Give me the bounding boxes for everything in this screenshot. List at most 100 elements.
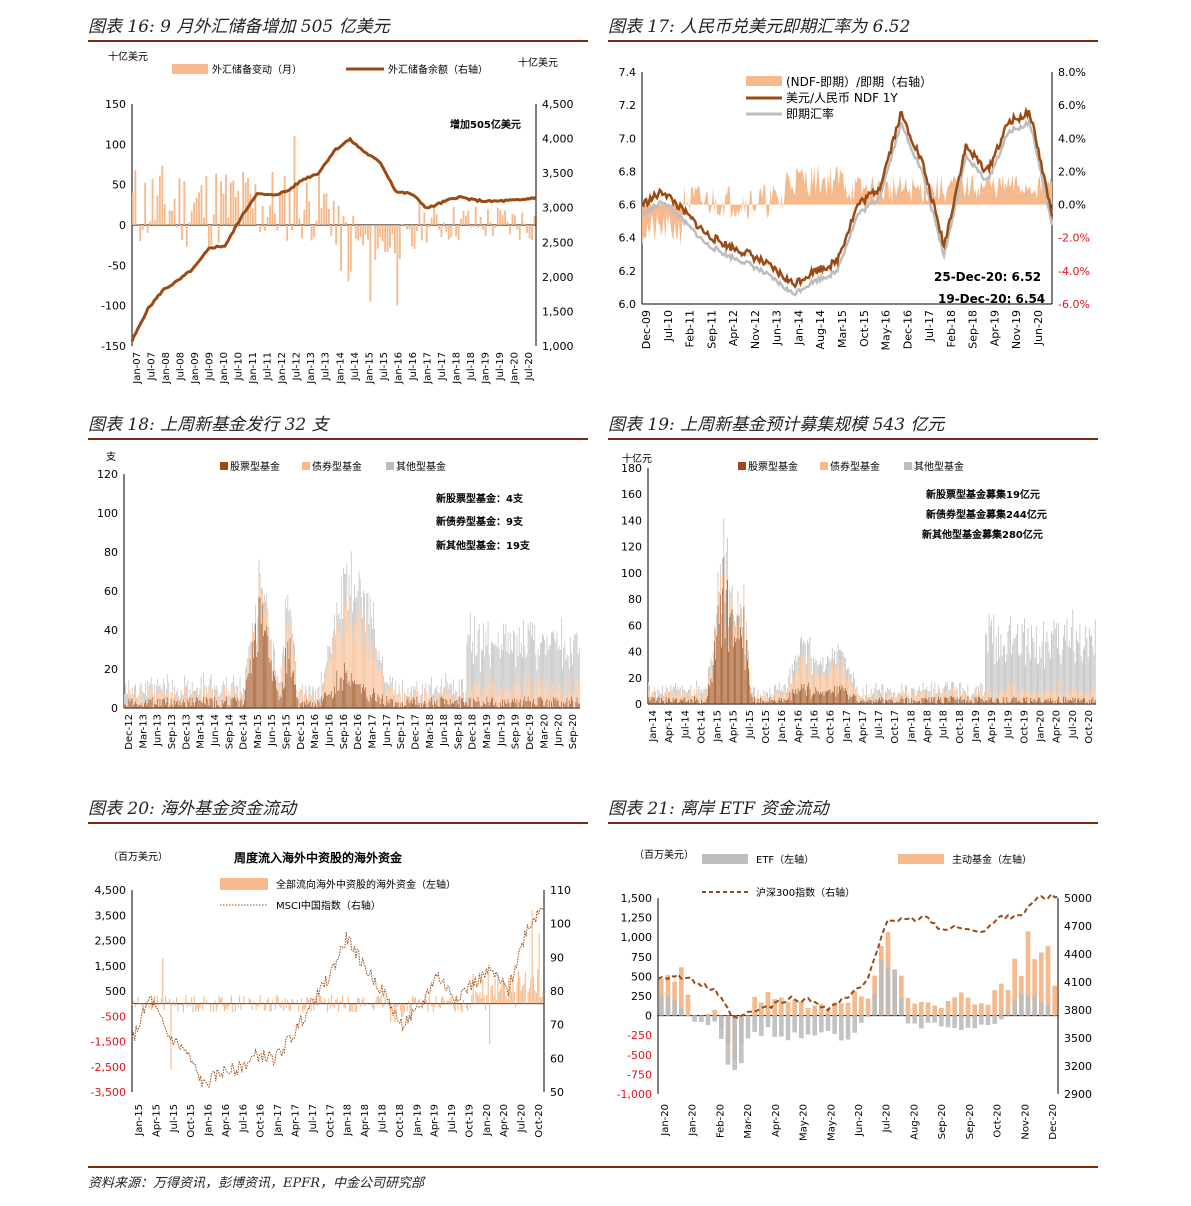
c18-bar-other xyxy=(501,644,502,687)
c16-xtick-12: Jan-13 xyxy=(306,352,317,385)
c18-bar-bond xyxy=(303,705,304,708)
c20-bar xyxy=(181,1003,183,1007)
c21-bar-active xyxy=(679,967,684,1016)
c19-bar-other xyxy=(655,691,656,700)
c20-bar xyxy=(298,1003,300,1012)
c18-bar-other xyxy=(526,653,528,698)
c18-bar-bond xyxy=(319,703,321,706)
c18-bar-stock xyxy=(527,696,529,708)
c18-bar-stock xyxy=(426,707,428,708)
c19-bar-bond xyxy=(744,660,746,671)
c20-bar xyxy=(380,995,382,1004)
c18-bar-bond xyxy=(561,680,562,702)
c20-bar xyxy=(435,996,437,1004)
c19-bar-bond xyxy=(838,670,840,687)
c20-bar xyxy=(269,1003,271,1012)
c16-bar xyxy=(283,175,286,225)
c17-xtick-12: Dec-16 xyxy=(901,310,914,349)
c19-bar-bond xyxy=(754,692,755,698)
c18-bar-bond xyxy=(469,677,471,699)
c19-bar-bond xyxy=(742,638,744,648)
c16-bar xyxy=(276,225,279,231)
c19-bar-stock xyxy=(907,703,909,704)
c19-bar-bond xyxy=(1005,694,1006,704)
c19-bar-bond xyxy=(1037,699,1038,701)
c19-bar-stock xyxy=(921,698,923,704)
c20-bar xyxy=(160,998,162,1004)
c18-bar-stock xyxy=(374,692,375,708)
c19-bar-bond xyxy=(650,696,652,700)
c19-bar-other xyxy=(717,572,719,587)
c20-bar xyxy=(375,1001,377,1004)
c21-bar-active xyxy=(839,1003,844,1016)
c18-bar-stock xyxy=(506,704,508,708)
c20-chart-title: 周度流入海外中资股的海外资金 xyxy=(234,850,403,865)
c18-bar-bond xyxy=(544,687,546,706)
c19-bar-stock xyxy=(1079,700,1081,704)
c18-bar-stock xyxy=(493,705,494,708)
c20-bar xyxy=(170,1003,172,1070)
c19-bar-stock xyxy=(1061,703,1063,704)
c19-bar-other xyxy=(716,614,718,627)
c19-bar-bond xyxy=(672,694,674,698)
c18-bar-bond xyxy=(474,684,476,701)
c20-bar xyxy=(354,1003,356,1012)
c18-bar-bond xyxy=(383,682,384,704)
c18-bar-bond xyxy=(180,700,182,706)
c19-bar-other xyxy=(942,688,944,695)
c19-annotation-3: 新其他型基金募集280亿元 xyxy=(922,528,1043,541)
c18-bar-bond xyxy=(245,672,246,690)
c18-bar-bond xyxy=(366,616,368,697)
c19-bar-other xyxy=(910,688,912,695)
c18-bar-bond xyxy=(224,688,225,702)
c18-bar-bond xyxy=(343,588,344,680)
c18-bar-other xyxy=(206,685,208,688)
c19-bar-other xyxy=(783,684,785,690)
c18-bar-bond xyxy=(146,702,147,706)
c19-bar-bond xyxy=(1033,689,1035,700)
c16-bar xyxy=(200,185,203,225)
c19-bar-other xyxy=(962,688,964,694)
c19-bar-bond xyxy=(916,696,918,701)
c19-bar-other xyxy=(854,678,856,687)
c19-bar-stock xyxy=(860,700,861,704)
c18-bar-bond xyxy=(155,701,156,705)
c19-bar-other xyxy=(1029,659,1031,694)
c18-bar-bond xyxy=(529,678,531,701)
c18-bar-other xyxy=(545,655,547,681)
c20-bar xyxy=(256,1003,259,1006)
c18-bar-other xyxy=(514,633,516,682)
c19-bar-bond xyxy=(991,692,992,698)
c18-bar-other xyxy=(180,689,182,701)
c18-bar-stock xyxy=(399,703,401,708)
c21-bar-active xyxy=(899,975,904,1016)
c19-bar-bond xyxy=(798,676,800,692)
c19-bar-stock xyxy=(880,700,882,704)
c19-bar-bond xyxy=(914,691,916,701)
c19-bar-other xyxy=(875,682,877,689)
c19-bar-bond xyxy=(682,690,683,701)
c18-bar-stock xyxy=(174,700,175,708)
c19-bar-stock xyxy=(741,636,742,704)
c20-bar xyxy=(318,995,320,1004)
c19-bar-stock xyxy=(795,689,797,704)
c20-bar xyxy=(476,992,478,1004)
c19-bar-bond xyxy=(721,624,722,648)
c19-bar-stock xyxy=(966,700,968,704)
c18-bar-other xyxy=(571,652,572,685)
c18-bar-stock xyxy=(535,705,537,708)
c18-bar-bond xyxy=(418,701,420,703)
c19-bar-other xyxy=(768,698,770,700)
c18-bar-bond xyxy=(491,681,492,699)
c19-bar-stock xyxy=(1080,699,1082,704)
c20-ytick-4: 500 xyxy=(105,985,126,998)
c18-bar-bond xyxy=(420,696,422,704)
c18-bar-stock xyxy=(452,702,453,708)
c19-bar-bond xyxy=(717,586,719,606)
c18-bar-bond xyxy=(453,688,454,704)
c19-bar-other xyxy=(785,692,787,696)
c19-bar-other xyxy=(1038,663,1040,692)
c18-bar-bond xyxy=(306,692,308,700)
c18-bar-bond xyxy=(385,695,387,705)
c18-ytick-1: 100 xyxy=(97,507,118,520)
